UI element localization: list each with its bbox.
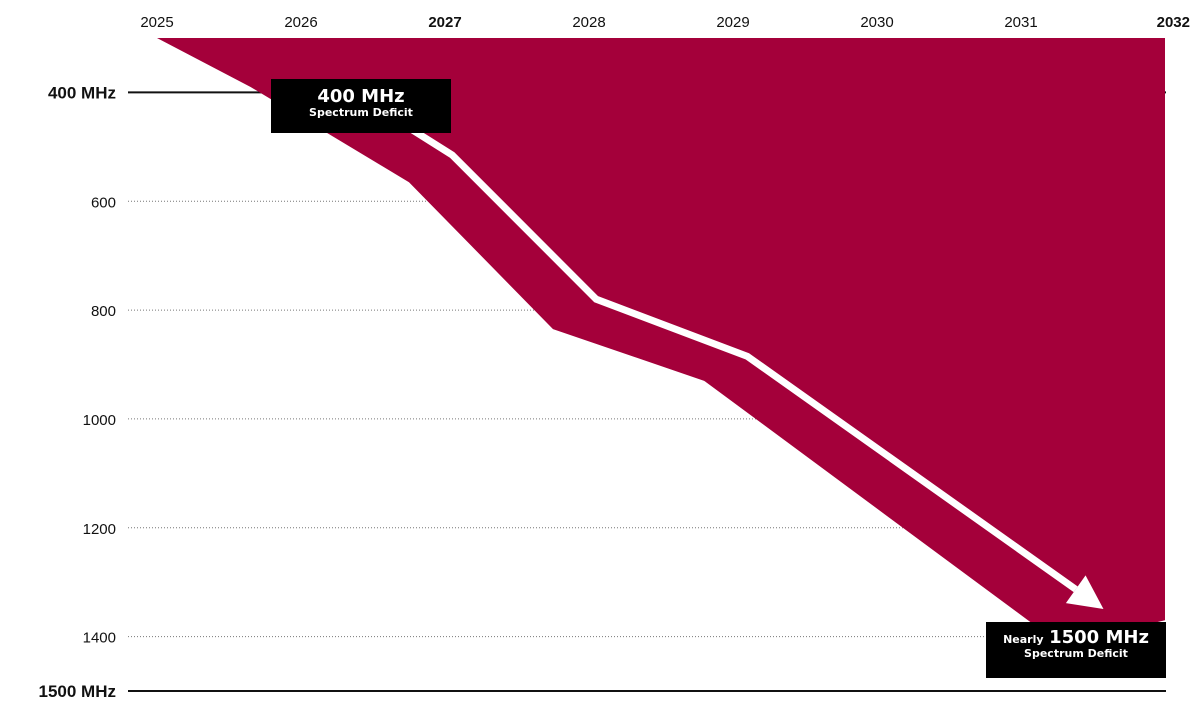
trend-arrowhead <box>1065 575 1104 609</box>
end-callout-prefix: Nearly <box>1003 633 1044 646</box>
y-tick-label: 1400 <box>83 630 116 647</box>
start-callout-caption: Spectrum Deficit <box>309 105 413 119</box>
y-tick-label: 800 <box>91 303 116 320</box>
x-tick-label: 2027 <box>428 14 461 31</box>
start-callout: 400 MHz Spectrum Deficit <box>271 79 451 133</box>
y-axis: 400 MHz 600 800 1000 1200 1400 1500 MHz <box>39 83 116 701</box>
x-tick-label: 2026 <box>284 14 317 31</box>
trend-arrow-line <box>407 124 1078 593</box>
x-tick-label: 2028 <box>572 14 605 31</box>
x-tick-label: 2030 <box>860 14 893 31</box>
y-tick-label: 1000 <box>83 412 116 429</box>
x-axis: 2025 2026 2027 2028 2029 2030 2031 2032 <box>140 14 1190 31</box>
x-tick-label: 2032 <box>1157 14 1190 31</box>
trend-arrow <box>407 124 1104 609</box>
end-callout-value: 1500 MHz <box>1049 627 1149 648</box>
y-tick-label: 1500 MHz <box>39 682 116 701</box>
y-tick-label: 400 MHz <box>48 83 116 102</box>
end-callout-caption: Spectrum Deficit <box>1024 646 1128 660</box>
end-callout: Nearly 1500 MHz Spectrum Deficit <box>986 622 1166 678</box>
y-tick-label: 1200 <box>83 521 116 538</box>
x-tick-label: 2025 <box>140 14 173 31</box>
start-callout-value: 400 MHz <box>317 86 405 107</box>
deficit-area <box>157 38 1165 634</box>
x-tick-label: 2031 <box>1004 14 1037 31</box>
y-tick-label: 600 <box>91 194 116 211</box>
x-tick-label: 2029 <box>716 14 749 31</box>
